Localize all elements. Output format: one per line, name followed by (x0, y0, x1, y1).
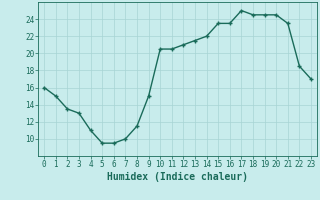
X-axis label: Humidex (Indice chaleur): Humidex (Indice chaleur) (107, 172, 248, 182)
